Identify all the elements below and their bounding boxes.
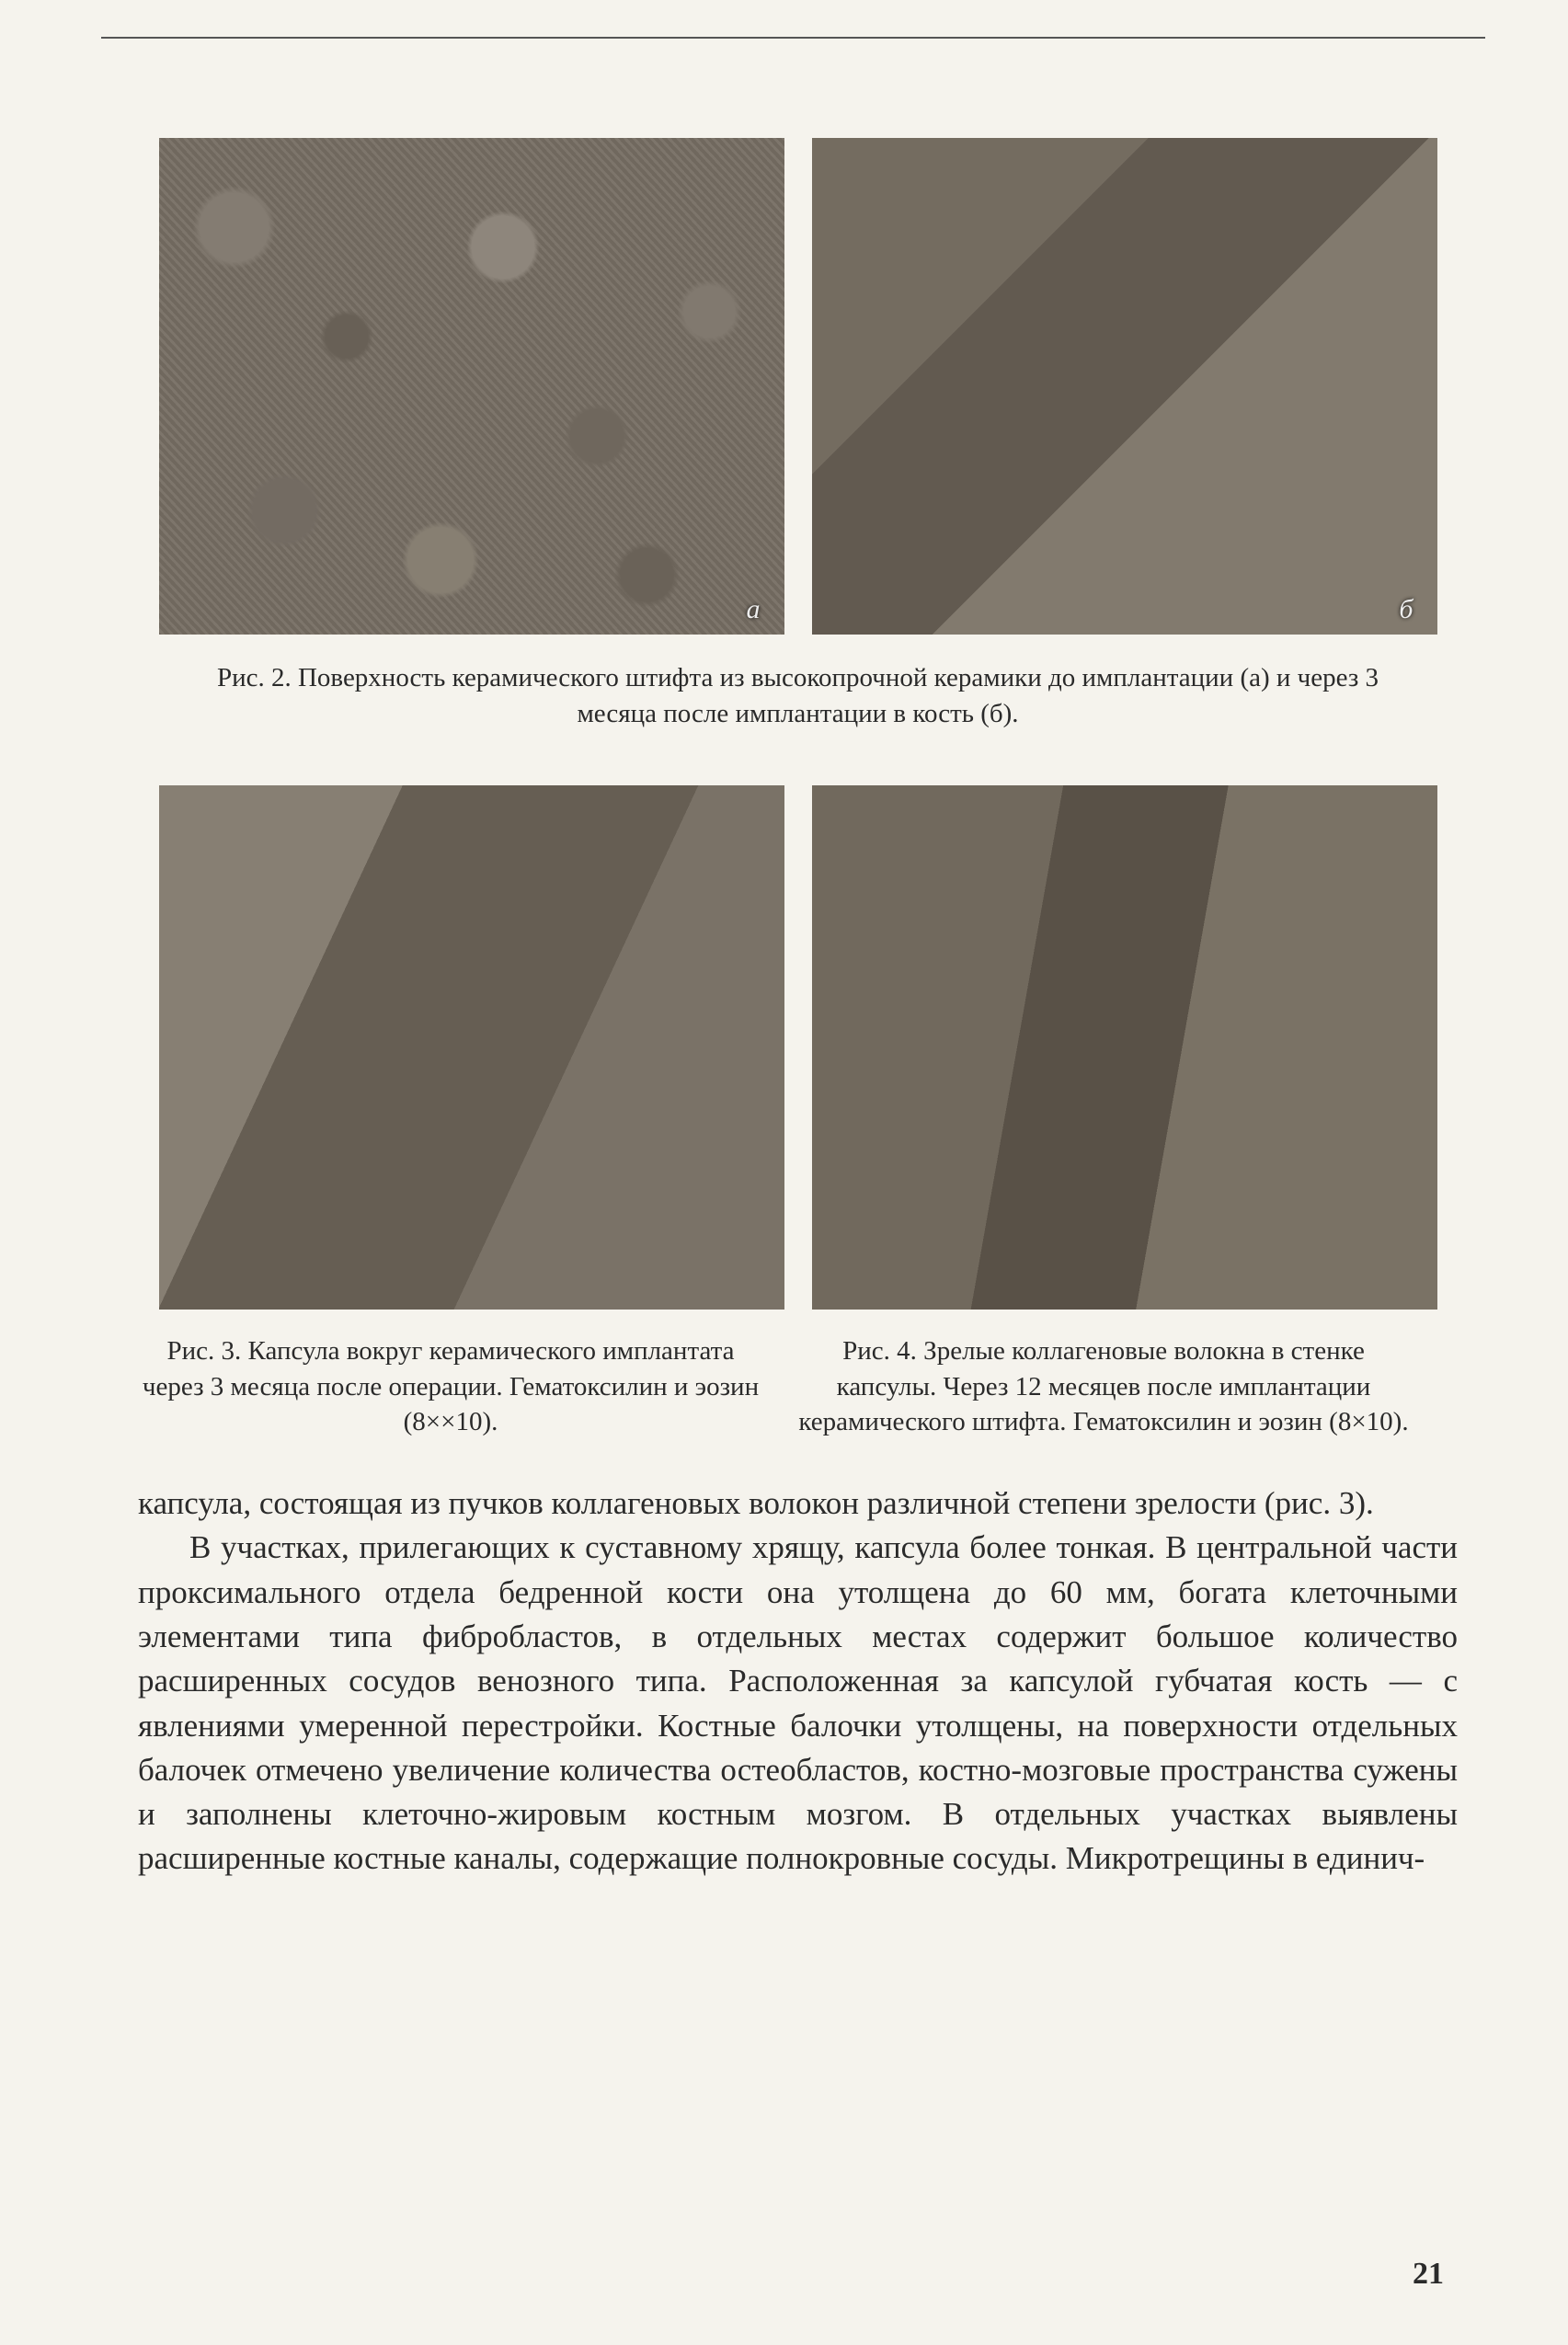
body-paragraph-2: В участках, прилегающих к суставному хря…	[138, 1526, 1458, 1881]
figure-3-image	[159, 785, 784, 1310]
body-paragraph-1: капсула, состоящая из пучков коллагеновы…	[138, 1481, 1458, 1526]
figure-2-caption: Рис. 2. Поверхность керамического штифта…	[138, 660, 1458, 732]
figure-4-caption: Рис. 4. Зрелые коллагеновые волокна в ст…	[791, 1333, 1416, 1439]
figure-2b-label: б	[1399, 594, 1413, 625]
figure-4-image	[812, 785, 1437, 1310]
micrograph-texture	[812, 785, 1437, 1310]
figure-3-4-row	[138, 785, 1458, 1310]
figure-3-4-caption-row: Рис. 3. Капсула вокруг керамического имп…	[138, 1333, 1458, 1439]
micrograph-texture	[812, 138, 1437, 635]
figure-2a-image: а	[159, 138, 784, 635]
figure-2a-label: а	[747, 594, 761, 625]
micrograph-texture	[159, 138, 784, 635]
body-text: капсула, состоящая из пучков коллагеновы…	[138, 1481, 1458, 1882]
page-number: 21	[1413, 2257, 1444, 2292]
figure-2b-image: б	[812, 138, 1437, 635]
figure-2-row: а б	[138, 138, 1458, 635]
micrograph-texture	[159, 785, 784, 1310]
figure-3-caption: Рис. 3. Капсула вокруг керамического имп…	[138, 1333, 763, 1439]
